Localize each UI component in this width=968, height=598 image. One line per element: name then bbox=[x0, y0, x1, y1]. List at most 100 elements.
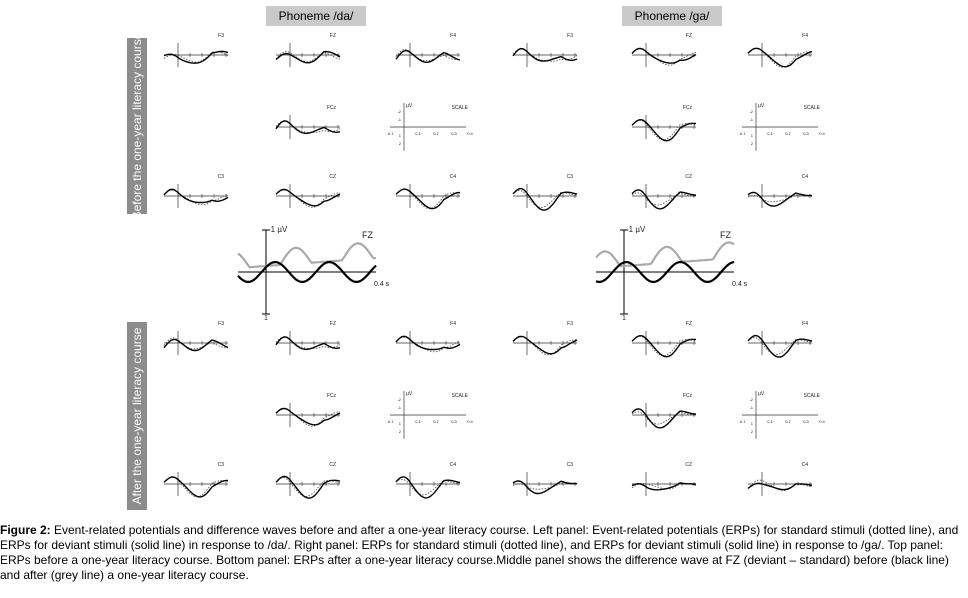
before-da-cz-deviant-wave bbox=[275, 188, 341, 207]
after-ga-f4-deviant-wave bbox=[747, 334, 813, 358]
before-ga-scale-y-tick-label: 2 bbox=[751, 141, 754, 146]
after-ga-f4-standard-wave bbox=[747, 337, 813, 355]
after-da-f4-deviant-wave bbox=[395, 335, 461, 351]
before-da-scale-x-tick-label: 0.2 bbox=[433, 131, 439, 136]
after-ga-scale-x-tick-label: -0.1 bbox=[739, 419, 747, 424]
before-da-c4-standard-wave bbox=[395, 188, 461, 210]
before-ga-scale-x-tick-label: 0.3 bbox=[803, 131, 809, 136]
before-da-fcz-label: FCz bbox=[327, 105, 337, 111]
after-da-scale-title: SCALE bbox=[452, 393, 469, 399]
after-da-scale-x-tick-label: 0.1 bbox=[415, 419, 421, 424]
after-da-f3-label: F3 bbox=[218, 321, 224, 327]
before-ga-c3-standard-wave bbox=[512, 190, 578, 208]
after-ga-scale-y-tick-label: 2 bbox=[751, 429, 754, 434]
diff-da-y-label: -1 µV bbox=[268, 225, 288, 234]
before-ga-fcz-label: FCz bbox=[683, 105, 693, 111]
after-ga-scale-x-tick-label: 0.4 bbox=[819, 419, 825, 424]
after-da-scale-x-tick-label: 0.4 bbox=[467, 419, 473, 424]
after-da-scale-y-tick-label: -2 bbox=[397, 397, 401, 402]
before-da-f3-deviant-wave bbox=[163, 50, 229, 64]
before-da-fcz-deviant-wave bbox=[275, 120, 341, 135]
before-ga-c3-label: C3 bbox=[567, 174, 574, 180]
after-ga-scale-x-tick-label: 0.2 bbox=[785, 419, 791, 424]
after-ga-c3-standard-wave bbox=[512, 482, 578, 490]
diff-ga-electrode: FZ bbox=[720, 230, 731, 240]
before-da-c3-deviant-wave bbox=[163, 188, 229, 204]
before-da-scale-x-tick-label: 0.4 bbox=[467, 131, 473, 136]
after-ga-scale-y-tick-label: 1 bbox=[751, 421, 754, 426]
after-ga-fcz-deviant-wave bbox=[631, 408, 697, 429]
after-da-c3-deviant-wave bbox=[163, 476, 229, 498]
before-ga-cz-standard-wave bbox=[631, 192, 697, 206]
before-ga-cz-label: CZ bbox=[685, 174, 692, 180]
diff-da-x-end-label: 0.4 s bbox=[374, 281, 390, 288]
before-da-scale-y-tick-label: 2 bbox=[399, 141, 402, 146]
before-da-scale-x-tick-label: 0.1 bbox=[415, 131, 421, 136]
after-da-scale-y-tick-label: -1 bbox=[397, 405, 401, 410]
before-da-cz-label: CZ bbox=[329, 174, 336, 180]
diff-ga-x-end-label: 0.4 s bbox=[732, 281, 748, 288]
before-da-scale-y-tick-label: -2 bbox=[397, 109, 401, 114]
before-ga-c4-deviant-wave bbox=[747, 191, 812, 207]
erp-plots: F3 FZ F4 FCz µV -2 -1 1 2 -0.1 0.1 0.2 0.3 0.4 SCALE C3… bbox=[163, 33, 826, 499]
figure: Phoneme /da/ Phoneme /ga/ Before the one… bbox=[127, 6, 826, 510]
diff-ga-y-label: -1 µV bbox=[626, 225, 646, 234]
after-ga-cz-deviant-wave bbox=[631, 482, 697, 491]
after-da-fcz-label: FCz bbox=[327, 393, 337, 399]
before-ga-fz-label: FZ bbox=[686, 33, 692, 39]
before-ga-scale-x-tick-label: -0.1 bbox=[739, 131, 747, 136]
before-da-c4-deviant-wave bbox=[395, 188, 461, 210]
before-ga-cz-deviant-wave bbox=[631, 189, 697, 210]
left-panel-title: Phoneme /da/ bbox=[266, 6, 366, 26]
diff-ga-after-wave bbox=[595, 241, 735, 268]
after-da-scale-y-tick-label: 2 bbox=[399, 429, 402, 434]
after-ga-scale-unit: µV bbox=[758, 391, 765, 397]
before-da-f4-standard-wave bbox=[395, 49, 461, 62]
before-label-band: Before the one-year literacy course bbox=[127, 33, 147, 219]
before-ga-scale-y-tick-label: -1 bbox=[749, 117, 753, 122]
before-ga-scale-x-tick-label: 0.1 bbox=[767, 131, 773, 136]
diff-ga-y-bottom: 1 bbox=[622, 315, 626, 322]
diff-da-electrode: FZ bbox=[362, 230, 373, 240]
after-da-fcz-deviant-wave bbox=[275, 407, 341, 426]
before-ga-fz-deviant-wave bbox=[631, 47, 697, 64]
after-da-scale-x-tick-label: 0.2 bbox=[433, 419, 439, 424]
before-da-f4-deviant-wave bbox=[395, 49, 461, 64]
after-da-cz-label: CZ bbox=[329, 462, 336, 468]
before-da-f3-label: F3 bbox=[218, 33, 224, 39]
after-ga-scale-x-tick-label: 0.3 bbox=[803, 419, 809, 424]
diff-da-after-wave bbox=[237, 242, 377, 269]
after-da-scale-x-tick-label: 0.3 bbox=[451, 419, 457, 424]
after-ga-c4-deviant-wave bbox=[747, 482, 813, 491]
after-da-c3-standard-wave bbox=[163, 476, 229, 498]
before-da-f4-label: F4 bbox=[450, 33, 456, 39]
after-ga-fcz-standard-wave bbox=[631, 411, 697, 425]
right-panel-title: Phoneme /ga/ bbox=[622, 6, 722, 26]
after-ga-c4-label: C4 bbox=[802, 462, 809, 468]
before-da-scale-y-tick-label: 1 bbox=[399, 133, 402, 138]
figure-caption: Figure 2: Event-related potentials and d… bbox=[0, 523, 968, 583]
before-da-scale-x-tick-label: 0.3 bbox=[451, 131, 457, 136]
before-ga-fz-standard-wave bbox=[631, 48, 697, 66]
after-ga-fz-label: FZ bbox=[686, 321, 692, 327]
after-da-cz-standard-wave bbox=[275, 477, 341, 497]
after-ga-cz-label: CZ bbox=[685, 462, 692, 468]
before-da-c4-label: C4 bbox=[450, 174, 457, 180]
before-da-f3-standard-wave bbox=[163, 51, 229, 63]
before-ga-scale-x-tick-label: 0.4 bbox=[819, 131, 825, 136]
after-ga-c3-deviant-wave bbox=[512, 480, 578, 495]
caption-lead: Figure 2: bbox=[0, 523, 51, 537]
before-ga-scale-y-tick-label: -2 bbox=[749, 109, 753, 114]
after-label-band: After the one-year literacy course bbox=[127, 322, 147, 510]
before-da-scale-title: SCALE bbox=[452, 105, 469, 111]
after-ga-f3-deviant-wave bbox=[512, 335, 578, 355]
before-ga-c3-deviant-wave bbox=[512, 187, 578, 211]
before-da-scale-unit: µV bbox=[406, 103, 413, 109]
after-ga-scale-y-tick-label: -1 bbox=[749, 405, 753, 410]
after-da-c4-label: C4 bbox=[450, 462, 457, 468]
after-ga-f4-label: F4 bbox=[802, 321, 808, 327]
diff-da-y-bottom: 1 bbox=[264, 315, 268, 322]
after-ga-c3-label: C3 bbox=[567, 462, 574, 468]
after-da-scale-y-tick-label: 1 bbox=[399, 421, 402, 426]
before-ga-f3-label: F3 bbox=[567, 33, 573, 39]
